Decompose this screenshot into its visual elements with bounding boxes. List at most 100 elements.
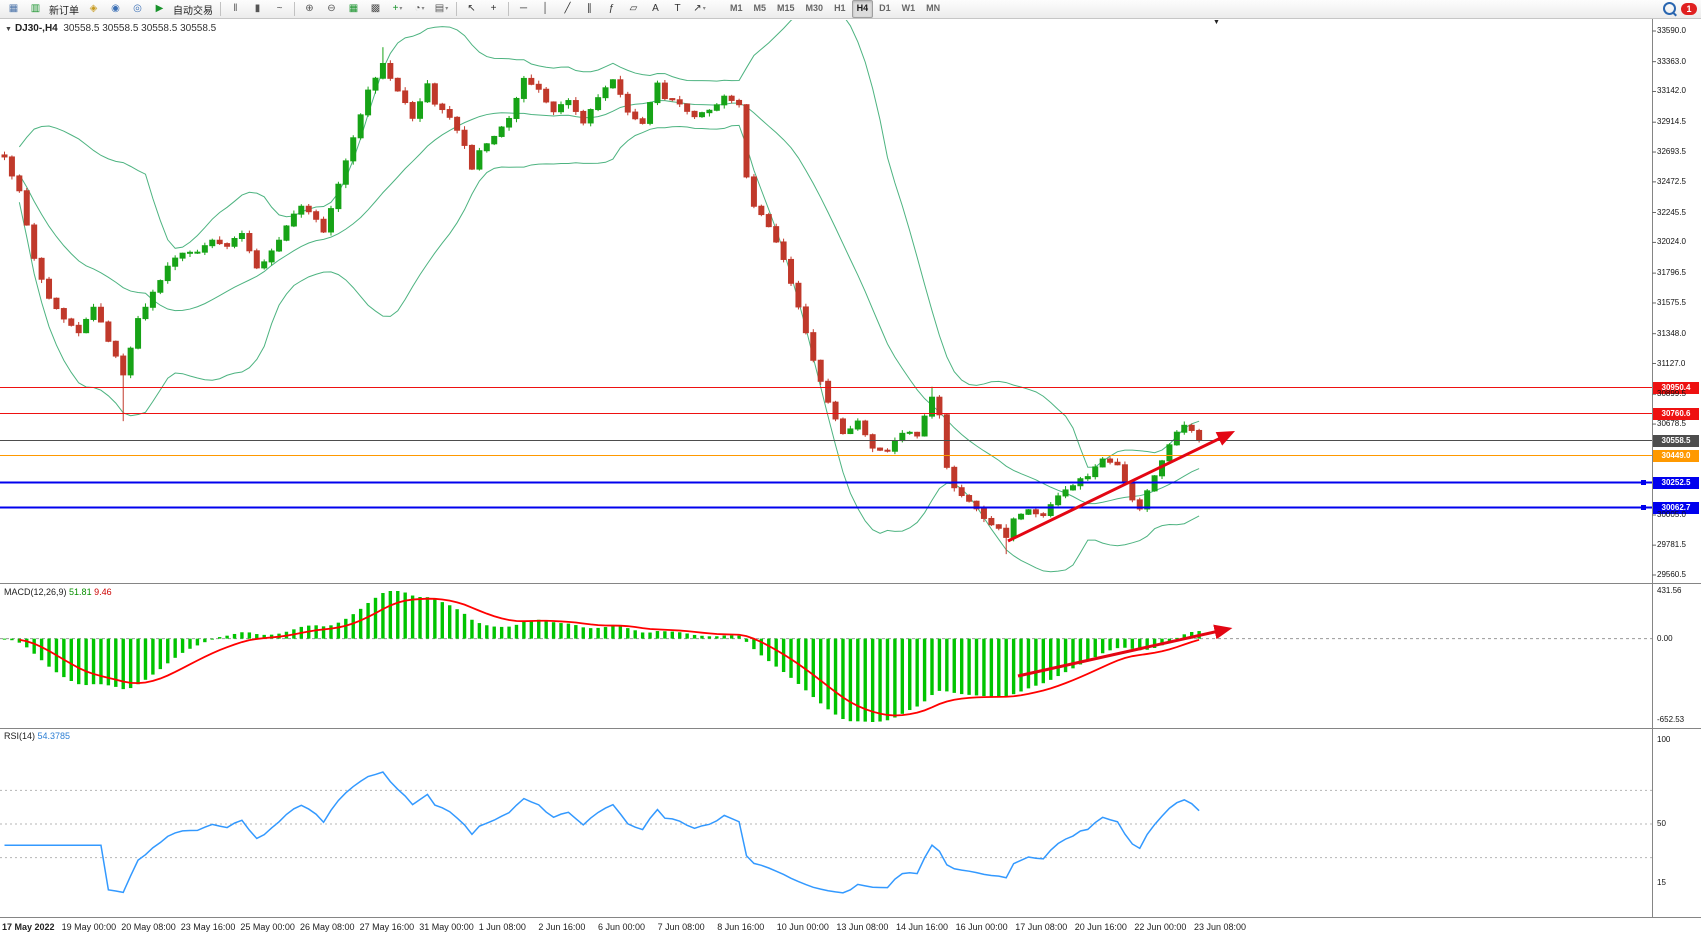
price-line-tag[interactable]: 30760.6 (1653, 407, 1699, 420)
market-watch-icon[interactable]: ◉ (105, 0, 126, 18)
macd-bar (900, 638, 905, 714)
template-icon[interactable]: ▤ ▾ (431, 0, 452, 18)
macd-bar (841, 638, 845, 720)
chevron-down-icon: ▾ (399, 6, 403, 12)
macd-bar (151, 638, 155, 675)
text-icon[interactable]: A (645, 0, 666, 18)
zoom-out-icon: ⊖ (327, 3, 336, 14)
macd-bar (663, 631, 667, 639)
channel-icon[interactable]: ∥ (579, 0, 600, 18)
macd-bar (329, 625, 333, 639)
time-axis-label: 2 Jun 16:00 (538, 922, 586, 932)
notification-badge[interactable]: 1 (1681, 2, 1697, 15)
macd-bar (1138, 638, 1142, 651)
bar-chart-icon: ‖ (233, 3, 238, 14)
timeframe-d1[interactable]: D1 (879, 3, 891, 13)
timeframe-m30[interactable]: M30 (805, 3, 824, 13)
cascade-windows-icon[interactable]: ▩ (365, 0, 386, 18)
macd-bar (1130, 638, 1135, 649)
vertical-line-icon[interactable]: │ (535, 0, 556, 18)
candle (980, 508, 987, 519)
data-window-icon[interactable]: ◎ (127, 0, 148, 18)
macd-bar (537, 619, 541, 639)
fibonacci-icon[interactable]: ƒ (601, 0, 622, 18)
charts-icon[interactable]: ▦ (3, 0, 24, 18)
zoom-out-icon[interactable]: ⊖ (321, 0, 342, 18)
trendline-icon[interactable]: ╱ (557, 0, 578, 18)
trend-arrow-macd[interactable] (1017, 624, 1233, 678)
candle (602, 87, 609, 99)
macd-bar (47, 638, 51, 667)
horizontal-line-icon[interactable]: ─ (513, 0, 534, 18)
line-handle[interactable] (1641, 480, 1646, 485)
zoom-in-icon[interactable]: ⊕ (299, 0, 320, 18)
line-chart-icon[interactable]: ~ (269, 0, 290, 18)
tile-windows-icon[interactable]: ▦ (343, 0, 364, 18)
time-axis-label: 23 May 16:00 (180, 922, 236, 932)
bar-chart-icon[interactable]: ‖ (225, 0, 246, 18)
candle (402, 90, 409, 104)
timeframe-m5[interactable]: M5 (753, 3, 767, 13)
candle (609, 79, 616, 89)
new-order-button-label[interactable]: 新订单 (49, 5, 79, 17)
price-line-tag[interactable]: 30950.4 (1653, 381, 1699, 394)
current-price-tag[interactable]: 30558.5 (1653, 434, 1699, 447)
macd-bar (722, 635, 726, 639)
search-icon[interactable] (1663, 2, 1676, 15)
text-icon: A (652, 3, 659, 14)
new-order-button[interactable]: ▥ (25, 0, 46, 18)
add-indicator-icon[interactable]: + ▾ (387, 0, 408, 18)
alert-icon[interactable]: ◈ (83, 0, 104, 18)
macd-bar (529, 620, 534, 639)
price-line-tag[interactable]: 30252.5 (1653, 476, 1699, 489)
crosshair-icon: + (490, 3, 497, 14)
time-axis-label: 27 May 16:00 (359, 922, 415, 932)
auto-trading-button[interactable]: ▶ (149, 0, 170, 18)
arrows-icon[interactable]: ↗ ▾ (689, 0, 710, 18)
period-icon[interactable]: ◔ ▾ (409, 0, 430, 18)
macd-bar (17, 638, 22, 643)
macd-bar (729, 635, 734, 639)
cursor-icon[interactable]: ↖ (461, 0, 482, 18)
candle (624, 93, 631, 113)
trend-arrow-main[interactable] (1007, 431, 1236, 543)
macd-bar (514, 624, 519, 639)
timeframe-w1[interactable]: W1 (901, 3, 916, 13)
candle (60, 308, 67, 320)
candle (862, 420, 869, 436)
macd-bar (922, 638, 927, 702)
timeframe-m1[interactable]: M1 (730, 3, 743, 13)
candle (246, 233, 253, 252)
candlestick-chart-icon[interactable]: ▮ (247, 0, 268, 18)
macd-bar (485, 625, 489, 639)
line-handle[interactable] (1641, 505, 1646, 510)
time-axis[interactable]: 17 May 2022 19 May 00:00 20 May 08:00 23 Ma… (0, 917, 1701, 937)
macd-bar (1063, 638, 1068, 673)
shapes-icon[interactable]: ▱ (623, 0, 644, 18)
text-label-icon[interactable]: T (667, 0, 688, 18)
candle (543, 88, 550, 103)
channel-icon: ∥ (587, 3, 592, 14)
macd-bar (581, 627, 585, 639)
macd-bar (551, 622, 556, 639)
price-line-tag[interactable]: 30449.0 (1653, 449, 1699, 462)
macd-bar (1071, 638, 1075, 669)
timeframe-m15[interactable]: M15 (777, 3, 795, 13)
crosshair-icon[interactable]: + (483, 0, 504, 18)
macd-bar (826, 638, 830, 710)
toolbar-separator (220, 2, 221, 16)
macd-bar (982, 638, 986, 697)
price-line-tag[interactable]: 30062.7 (1653, 501, 1699, 514)
bollinger-middle-band (18, 100, 1200, 505)
timeframe-mn[interactable]: MN (926, 3, 941, 13)
price-scale-column[interactable] (1652, 19, 1701, 917)
candle (810, 332, 817, 361)
candle (157, 280, 164, 293)
timeframe-h1[interactable]: H1 (834, 3, 846, 13)
auto-trading-button: ▶ (155, 3, 164, 14)
candle (936, 396, 943, 416)
auto-trading-button-label[interactable]: 自动交易 (173, 5, 213, 17)
timeframe-h4[interactable]: H4 (851, 0, 874, 18)
candle (1188, 424, 1195, 431)
